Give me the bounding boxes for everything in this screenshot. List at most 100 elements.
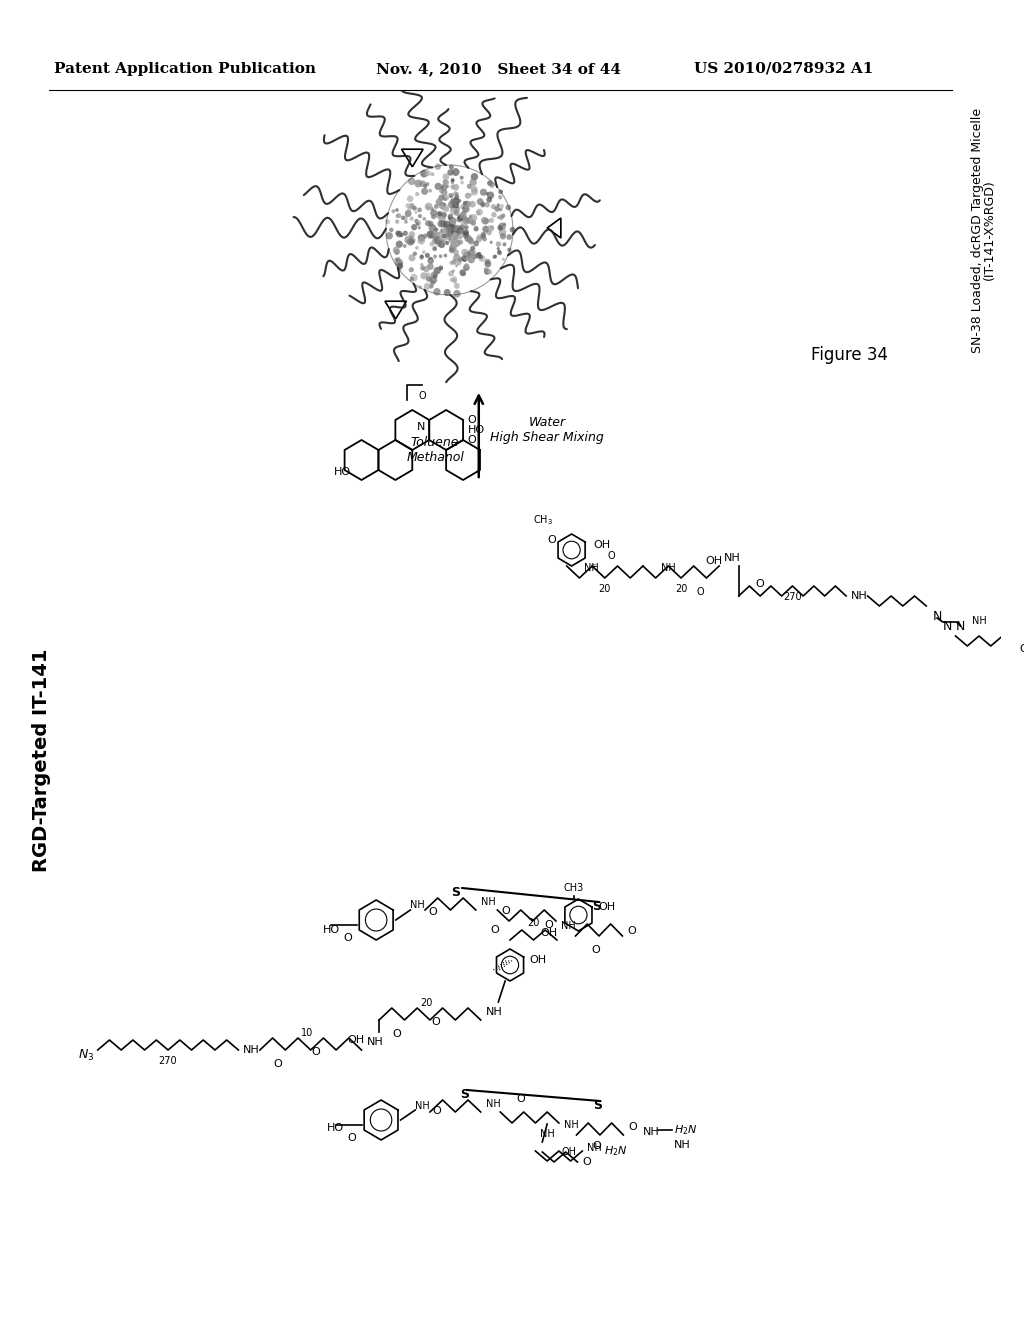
- Text: NH: NH: [564, 1119, 579, 1130]
- Circle shape: [478, 255, 485, 263]
- Circle shape: [416, 222, 420, 226]
- Circle shape: [443, 289, 451, 296]
- Circle shape: [460, 181, 464, 185]
- Circle shape: [493, 255, 497, 259]
- Circle shape: [444, 240, 447, 244]
- Circle shape: [418, 285, 422, 289]
- Circle shape: [438, 231, 444, 236]
- Circle shape: [426, 182, 429, 186]
- Text: O: O: [583, 1158, 591, 1167]
- Circle shape: [473, 226, 478, 231]
- Circle shape: [441, 228, 447, 234]
- Circle shape: [408, 177, 416, 185]
- Text: OH: OH: [706, 556, 723, 566]
- Circle shape: [449, 193, 453, 197]
- Circle shape: [499, 190, 503, 194]
- Circle shape: [438, 215, 445, 223]
- Text: O: O: [428, 907, 436, 917]
- Circle shape: [498, 224, 503, 231]
- Circle shape: [447, 228, 455, 234]
- Circle shape: [500, 203, 504, 209]
- Circle shape: [449, 228, 452, 232]
- Circle shape: [440, 239, 444, 244]
- Text: S: S: [593, 1100, 602, 1111]
- Circle shape: [440, 234, 449, 242]
- Circle shape: [402, 244, 407, 248]
- Circle shape: [433, 235, 440, 243]
- Circle shape: [444, 224, 451, 231]
- Circle shape: [472, 240, 475, 243]
- Text: O: O: [490, 925, 500, 935]
- Text: O: O: [273, 1059, 283, 1069]
- Circle shape: [425, 202, 432, 210]
- Circle shape: [470, 219, 474, 224]
- Circle shape: [454, 290, 461, 297]
- Circle shape: [409, 231, 415, 238]
- Text: Toluene
Methanol: Toluene Methanol: [407, 436, 464, 465]
- Circle shape: [470, 220, 476, 226]
- Circle shape: [433, 267, 441, 275]
- Circle shape: [444, 228, 450, 234]
- Circle shape: [423, 183, 427, 187]
- Circle shape: [432, 242, 435, 244]
- Circle shape: [486, 191, 495, 199]
- Circle shape: [428, 259, 433, 264]
- Circle shape: [467, 216, 473, 224]
- Circle shape: [452, 236, 456, 240]
- Circle shape: [450, 244, 457, 252]
- Circle shape: [447, 216, 452, 220]
- Circle shape: [451, 178, 455, 182]
- Circle shape: [422, 251, 426, 253]
- Circle shape: [407, 195, 414, 202]
- Text: O: O: [468, 436, 476, 445]
- Circle shape: [452, 235, 456, 240]
- Circle shape: [432, 231, 437, 236]
- Circle shape: [409, 267, 414, 272]
- Text: Nov. 4, 2010   Sheet 34 of 44: Nov. 4, 2010 Sheet 34 of 44: [376, 62, 622, 77]
- Circle shape: [454, 249, 459, 255]
- Circle shape: [463, 231, 467, 236]
- Circle shape: [460, 176, 464, 180]
- Circle shape: [436, 242, 441, 247]
- Circle shape: [449, 224, 456, 232]
- Text: OH: OH: [541, 928, 557, 939]
- Circle shape: [430, 280, 435, 285]
- Circle shape: [469, 178, 477, 186]
- Circle shape: [440, 228, 444, 232]
- Text: HO: HO: [334, 467, 351, 477]
- Circle shape: [480, 232, 486, 238]
- Text: O: O: [418, 391, 426, 401]
- Circle shape: [476, 209, 483, 215]
- Circle shape: [454, 224, 457, 228]
- Circle shape: [395, 240, 402, 248]
- Circle shape: [446, 232, 450, 235]
- Text: O: O: [468, 414, 476, 425]
- Circle shape: [453, 257, 457, 261]
- Circle shape: [453, 207, 460, 214]
- Text: HO: HO: [468, 425, 485, 436]
- Circle shape: [451, 198, 458, 206]
- Circle shape: [430, 207, 434, 211]
- Circle shape: [441, 213, 446, 218]
- Circle shape: [483, 268, 487, 271]
- Circle shape: [415, 180, 422, 187]
- Text: O: O: [756, 579, 764, 589]
- Circle shape: [437, 197, 442, 203]
- Circle shape: [430, 276, 437, 284]
- Circle shape: [404, 236, 412, 244]
- Circle shape: [432, 238, 438, 244]
- Circle shape: [458, 214, 462, 219]
- Circle shape: [452, 168, 460, 176]
- Text: NH: NH: [674, 1140, 691, 1150]
- Circle shape: [395, 214, 399, 218]
- Circle shape: [462, 272, 466, 276]
- Circle shape: [454, 240, 461, 247]
- Circle shape: [480, 203, 485, 207]
- Circle shape: [454, 238, 457, 240]
- Text: RGD-Targeted IT-141: RGD-Targeted IT-141: [32, 648, 50, 871]
- Circle shape: [450, 261, 454, 265]
- Circle shape: [465, 238, 470, 242]
- Text: 20: 20: [527, 917, 540, 928]
- Text: NH: NH: [724, 553, 740, 564]
- Circle shape: [431, 172, 434, 176]
